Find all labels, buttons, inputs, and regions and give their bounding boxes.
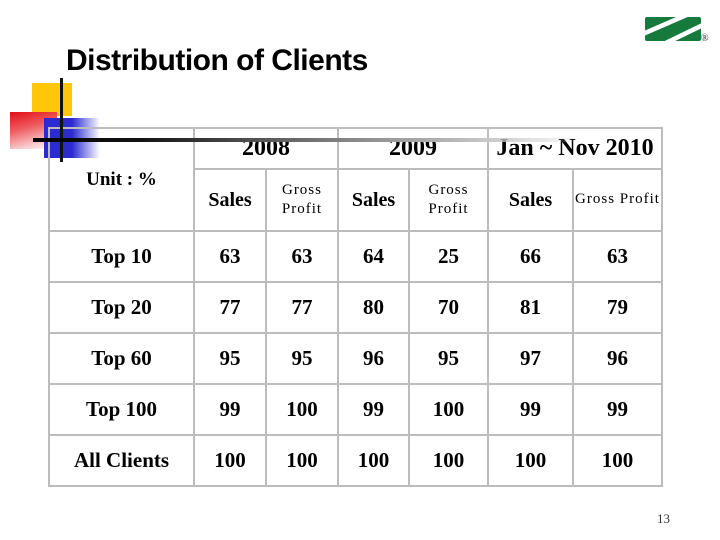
- row-label: Top 100: [48, 383, 195, 436]
- table-cell: 100: [265, 434, 339, 487]
- table-cell: 100: [193, 434, 267, 487]
- unit-header-cell: Unit : %: [48, 127, 195, 232]
- table-cell: 77: [265, 281, 339, 334]
- table-cell: 95: [265, 332, 339, 385]
- subheader-gross-profit: Gross Profit: [572, 168, 663, 232]
- table-cell: 99: [572, 383, 663, 436]
- table-row: Top 60 95 95 96 95 97 96: [48, 332, 663, 385]
- table-cell: 100: [487, 434, 574, 487]
- company-logo: ®: [645, 17, 711, 47]
- table-cell: 97: [487, 332, 574, 385]
- table-cell: 79: [572, 281, 663, 334]
- table-cell: 95: [408, 332, 489, 385]
- decor-vertical-line: [60, 78, 63, 162]
- table-cell: 63: [572, 230, 663, 283]
- subheader-gross-profit: Gross Profit: [265, 168, 339, 232]
- table-row: All Clients 100 100 100 100 100 100: [48, 434, 663, 487]
- table-cell: 95: [193, 332, 267, 385]
- table-cell: 66: [487, 230, 574, 283]
- logo-icon: [645, 17, 701, 41]
- table-cell: 100: [337, 434, 410, 487]
- subheader-sales: Sales: [193, 168, 267, 232]
- row-label: All Clients: [48, 434, 195, 487]
- row-label: Top 60: [48, 332, 195, 385]
- table-row: Top 20 77 77 80 70 81 79: [48, 281, 663, 334]
- table-cell: 100: [408, 383, 489, 436]
- table-row: Top 10 63 63 64 25 66 63: [48, 230, 663, 283]
- year-header-2008: 2008: [193, 127, 339, 170]
- year-header-2010: Jan ~ Nov 2010: [487, 127, 663, 170]
- table-row-years: Unit : % 2008 2009 Jan ~ Nov 2010: [48, 127, 663, 232]
- table-row-subheaders: Sales Gross Profit Sales Gross Profit Sa…: [49, 168, 663, 232]
- registered-trademark: ®: [701, 33, 709, 44]
- clients-distribution-table: Unit : % 2008 2009 Jan ~ Nov 2010 Sales …: [48, 127, 663, 487]
- table-cell: 99: [487, 383, 574, 436]
- table-row: Top 100 99 100 99 100 99 99: [48, 383, 663, 436]
- table-cell: 99: [337, 383, 410, 436]
- table-cell: 70: [408, 281, 489, 334]
- table-cell: 63: [193, 230, 267, 283]
- table-cell: 99: [193, 383, 267, 436]
- year-header-2009: 2009: [337, 127, 489, 170]
- subheader-gross-profit: Gross Profit: [408, 168, 489, 232]
- table-cell: 96: [337, 332, 410, 385]
- table-cell: 80: [337, 281, 410, 334]
- row-label: Top 20: [48, 281, 195, 334]
- table-cell: 64: [337, 230, 410, 283]
- table-cell: 63: [265, 230, 339, 283]
- subheader-sales: Sales: [337, 168, 410, 232]
- table-cell: 96: [572, 332, 663, 385]
- table-cell: 100: [408, 434, 489, 487]
- row-label: Top 10: [48, 230, 195, 283]
- page-number: 13: [657, 511, 670, 526]
- table-cell: 25: [408, 230, 489, 283]
- table-cell: 81: [487, 281, 574, 334]
- table-cell: 77: [193, 281, 267, 334]
- subheader-sales: Sales: [487, 168, 574, 232]
- table-cell: 100: [572, 434, 663, 487]
- decor-horizontal-line: [33, 138, 591, 142]
- table-cell: 100: [265, 383, 339, 436]
- slide-title: Distribution of Clients: [66, 44, 368, 77]
- decor-yellow-square: [32, 83, 72, 116]
